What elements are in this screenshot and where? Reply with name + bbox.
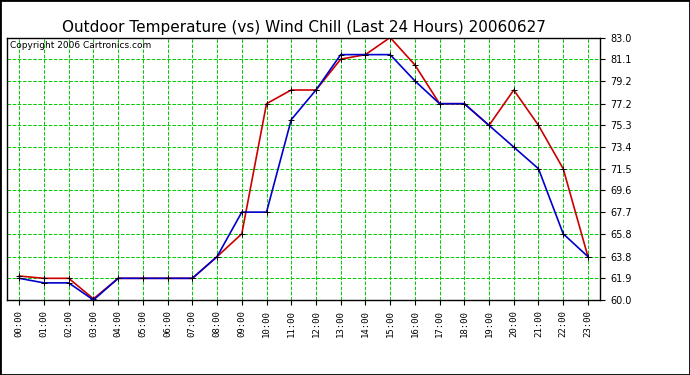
Text: Copyright 2006 Cartronics.com: Copyright 2006 Cartronics.com <box>10 42 151 51</box>
Title: Outdoor Temperature (vs) Wind Chill (Last 24 Hours) 20060627: Outdoor Temperature (vs) Wind Chill (Las… <box>61 20 546 35</box>
